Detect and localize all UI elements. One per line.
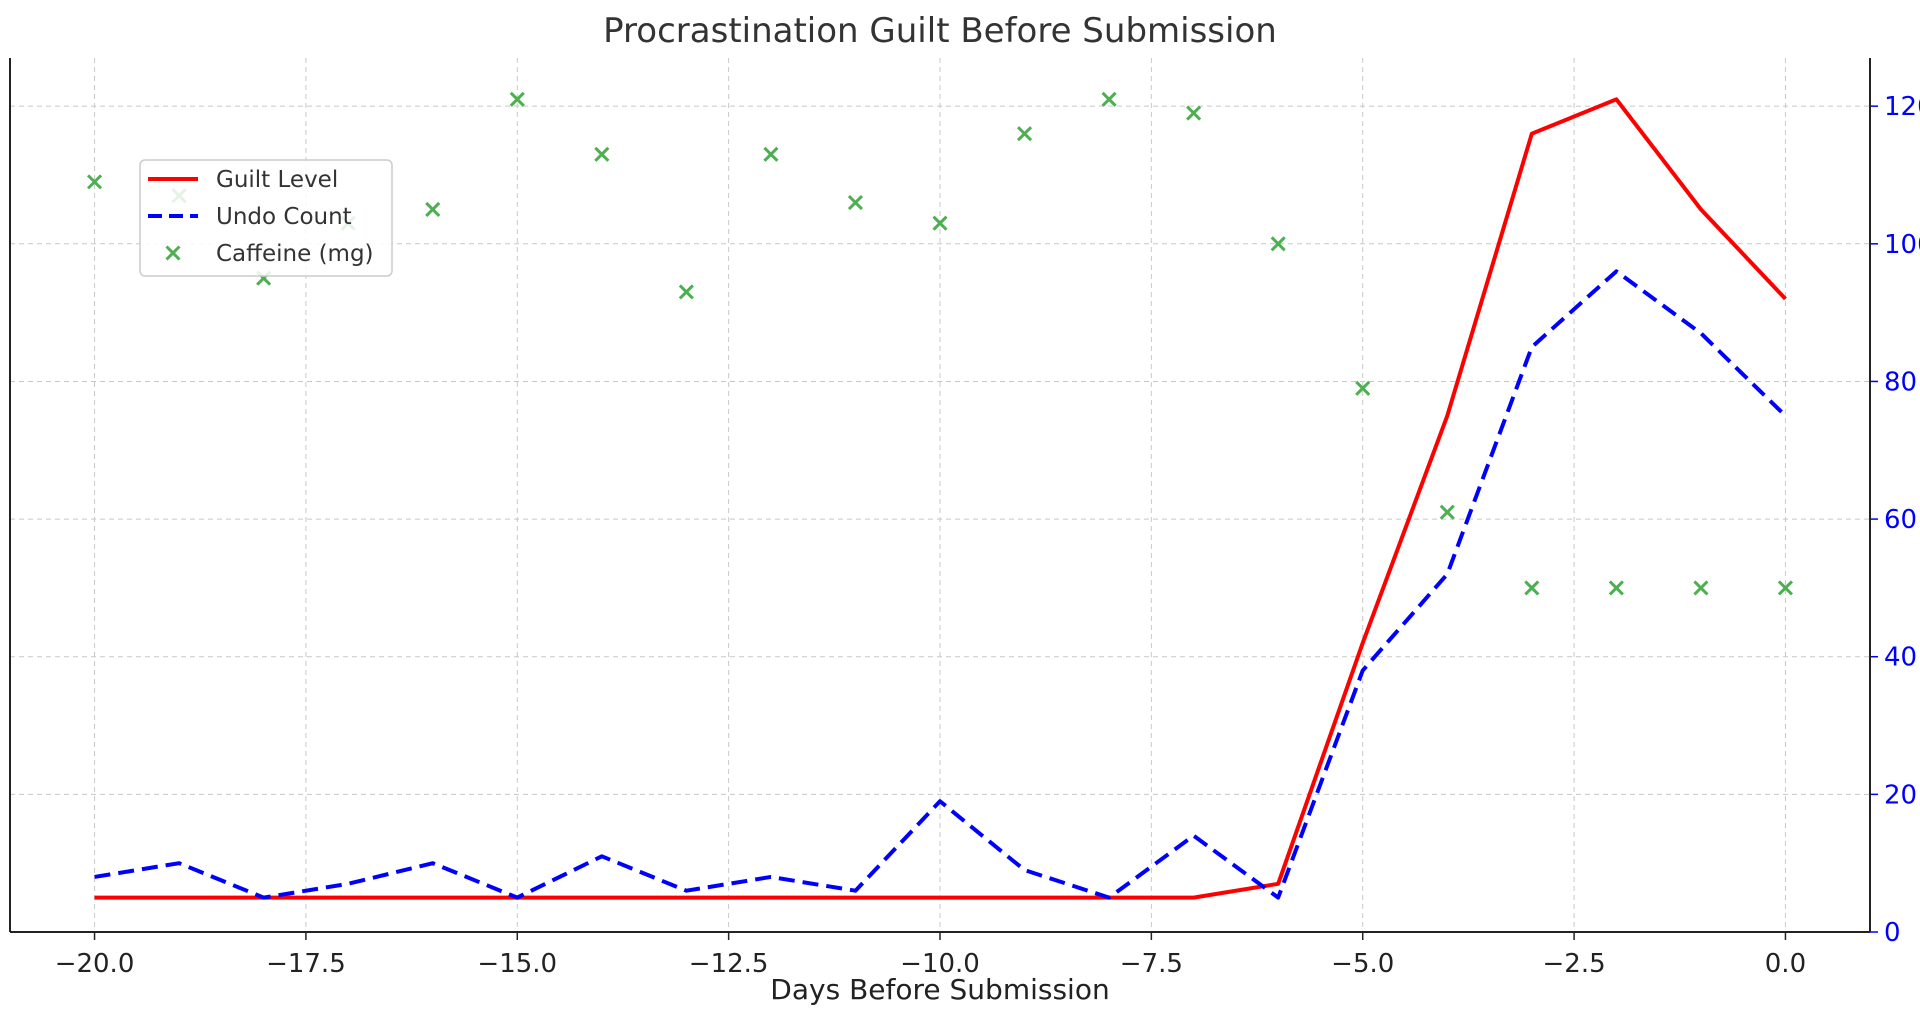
x-tick-label: −17.5 — [266, 949, 346, 979]
series-line-undo-count — [94, 269, 1787, 900]
scatter-point-caffeine-mg — [425, 201, 441, 217]
scatter-point-caffeine-mg — [1439, 504, 1455, 520]
x-tick-label: −7.5 — [1120, 949, 1183, 979]
x-tick-label: −20.0 — [55, 949, 135, 979]
legend-label-undo-count: Undo Count — [216, 204, 352, 230]
chart-title: Procrastination Guilt Before Submission — [603, 11, 1277, 51]
scatter-point-caffeine-mg — [1693, 580, 1709, 596]
x-tick-label: −15.0 — [477, 949, 557, 979]
plot-area — [86, 91, 1794, 900]
x-tick-label: −12.5 — [689, 949, 769, 979]
legend-label-guilt-level: Guilt Level — [216, 167, 338, 193]
scatter-point-caffeine-mg — [1186, 105, 1202, 121]
scatter-point-caffeine-mg — [1777, 580, 1794, 596]
x-tick-label: −10.0 — [900, 949, 980, 979]
scatter-point-caffeine-mg — [1355, 380, 1371, 396]
right-tick-label: 120 — [1884, 92, 1920, 122]
legend: Guilt Level Undo Count Caffeine (mg) — [139, 159, 393, 277]
x-tick-label: 0.0 — [1765, 949, 1806, 979]
scatter-point-caffeine-mg — [1101, 91, 1117, 107]
right-tick-label: 100 — [1884, 230, 1920, 260]
x-tick-label: −2.5 — [1543, 949, 1606, 979]
grid-lines — [10, 58, 1870, 933]
scatter-point-caffeine-mg — [678, 284, 694, 300]
right-tick-label: 80 — [1884, 367, 1917, 397]
x-axis-title: Days Before Submission — [770, 973, 1109, 1006]
scatter-point-caffeine-mg — [1016, 126, 1033, 142]
series-line-guilt-level — [94, 97, 1787, 900]
x-tick-label: −5.0 — [1331, 949, 1394, 979]
legend-label-caffeine-mg: Caffeine (mg) — [216, 241, 374, 267]
legend-box — [139, 159, 393, 277]
scatter-point-caffeine-mg — [932, 215, 948, 231]
scatter-point-caffeine-mg — [509, 91, 525, 107]
scatter-point-caffeine-mg — [594, 146, 610, 162]
axes: −20.0 −17.5 −15.0 −12.5 −10.0 −7.5 −5.0 −2.5 0.0… — [9, 58, 1920, 979]
scatter-point-caffeine-mg — [1524, 580, 1540, 596]
right-tick-label: 0 — [1884, 918, 1901, 948]
scatter-point-caffeine-mg — [1608, 580, 1624, 596]
scatter-point-caffeine-mg — [847, 194, 864, 211]
scatter-point-caffeine-mg — [1270, 236, 1286, 252]
scatter-point-caffeine-mg — [86, 174, 103, 190]
scatter-point-caffeine-mg — [763, 146, 779, 162]
right-tick-label: 20 — [1884, 780, 1917, 810]
right-tick-label: 40 — [1884, 643, 1917, 673]
legend-swatch-caffeine-mg — [165, 245, 181, 261]
right-tick-label: 60 — [1884, 505, 1917, 535]
